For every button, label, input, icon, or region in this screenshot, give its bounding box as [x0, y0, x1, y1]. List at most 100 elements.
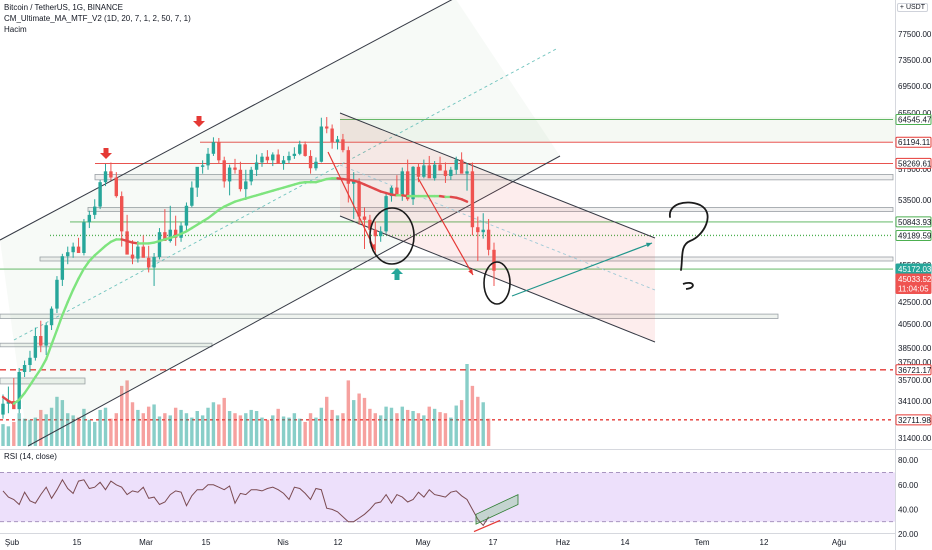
volume-bar	[49, 407, 54, 446]
volume-bar	[206, 407, 210, 446]
currency-selector[interactable]: + USDT	[896, 3, 928, 12]
bottom-zone	[0, 377, 86, 385]
volume-bar	[12, 421, 16, 446]
volume-bar	[125, 380, 129, 446]
candle-body	[254, 162, 259, 170]
candle-body	[292, 153, 297, 156]
candle-body	[1, 403, 5, 415]
price-tag-box	[895, 229, 932, 241]
candle-body	[44, 325, 48, 346]
volume-bar	[449, 417, 453, 446]
candle-body	[325, 126, 329, 129]
volume-bar	[120, 385, 124, 446]
price-tick-label: 57500.00	[898, 165, 932, 174]
candle-body	[190, 187, 194, 206]
price-tick-label: 42500.00	[898, 298, 932, 307]
candle-body	[492, 249, 496, 271]
price-axis[interactable]: 77500.0073500.0069500.0065500.0061500.00…	[895, 30, 932, 443]
candle-body	[217, 142, 221, 161]
candle-body	[276, 154, 280, 164]
candle-body	[405, 171, 410, 200]
time-tick-label: 12	[334, 538, 343, 547]
price-tag-label: 61194.11	[898, 138, 931, 147]
price-tag-box	[895, 364, 932, 376]
volume-bar	[233, 413, 237, 446]
volume-bar	[384, 406, 388, 446]
volume-bar	[308, 413, 313, 446]
candle-body	[357, 181, 361, 217]
volume-bar	[454, 405, 458, 446]
candle-body	[271, 154, 275, 161]
volume-bar	[486, 418, 491, 446]
indicator-title[interactable]: CM_Ultimate_MA_MTF_V2 (1D, 20, 7, 1, 2, …	[4, 14, 191, 23]
rsi-divergence-arrow	[473, 519, 501, 533]
drawings[interactable]	[100, 116, 709, 305]
candle-body	[22, 365, 27, 372]
volume-bar	[190, 417, 194, 446]
volume-bar	[352, 400, 356, 446]
rising-channel-mid	[13, 47, 559, 341]
volume-bar	[157, 416, 162, 446]
volume-bar	[330, 409, 334, 446]
volume-bar	[271, 415, 275, 446]
candle-body	[427, 165, 431, 179]
candle-body	[384, 196, 388, 232]
rsi-title[interactable]: RSI (14, close)	[4, 452, 57, 461]
volume-bar	[93, 421, 97, 446]
candle-body	[449, 169, 453, 176]
candle-body	[222, 160, 226, 182]
volume-bar	[281, 416, 286, 446]
time-tick-label: Ağu	[832, 538, 846, 547]
volume-bar	[416, 413, 421, 446]
candle-body	[87, 214, 92, 223]
price-tick-label: 38500.00	[898, 344, 932, 353]
ma-segment	[39, 358, 48, 371]
time-tick-label: 17	[489, 538, 498, 547]
ma-segment	[23, 384, 32, 395]
volume-bar	[28, 419, 32, 446]
price-tick-label: 37500.00	[898, 358, 932, 367]
ma-segment	[61, 300, 69, 317]
candle-body	[470, 171, 475, 228]
volume-bar	[1, 424, 5, 446]
price-tag-label: 11:04:05	[898, 285, 929, 294]
support-zone	[0, 313, 779, 319]
time-tick-label: Nis	[277, 538, 289, 547]
candle-body	[98, 182, 102, 207]
price-tick-label: 31400.00	[898, 434, 932, 443]
candle-body	[346, 150, 351, 184]
time-axis[interactable]: Şub 15 Mar 15 Nis 12 May 17 Haz 14 Tem 12 Ağu	[5, 538, 846, 547]
drawn-arrow-down-1	[327, 151, 376, 251]
candle-body	[206, 153, 210, 166]
candle-body	[233, 167, 237, 170]
price-tag-label: 58269.61	[898, 159, 932, 168]
volume-bar	[389, 407, 394, 446]
volume-bar	[222, 397, 226, 446]
candle-body	[93, 206, 97, 215]
price-tag-box	[895, 113, 932, 125]
ma-segment	[98, 244, 107, 252]
price-tick-label: 34100.00	[898, 397, 932, 406]
candle-body	[341, 139, 345, 151]
ma-segment	[17, 391, 26, 401]
volume-bar	[98, 409, 102, 446]
candle-body	[314, 161, 318, 169]
candle-body	[130, 254, 135, 259]
ma-segment	[460, 198, 469, 203]
symbol-title[interactable]: Bitcoin / TetherUS, 1G, BINANCE	[4, 3, 124, 12]
rsi-line	[2, 478, 490, 527]
candle-body	[60, 256, 65, 280]
candle-body	[416, 166, 421, 177]
volume-bar	[195, 411, 199, 446]
question-mark-dot	[682, 282, 694, 290]
main-pane	[0, 0, 895, 448]
candle-body	[211, 142, 216, 154]
price-tick-label: 35700.00	[898, 376, 932, 385]
price-tag-label: 45033.52	[898, 275, 932, 284]
volume-bar	[114, 413, 119, 446]
volume-bar	[260, 417, 264, 446]
volume-title[interactable]: Hacim	[4, 25, 27, 34]
time-tick-label: 15	[73, 538, 82, 547]
plus-dropdown-icon[interactable]: +	[899, 4, 904, 11]
